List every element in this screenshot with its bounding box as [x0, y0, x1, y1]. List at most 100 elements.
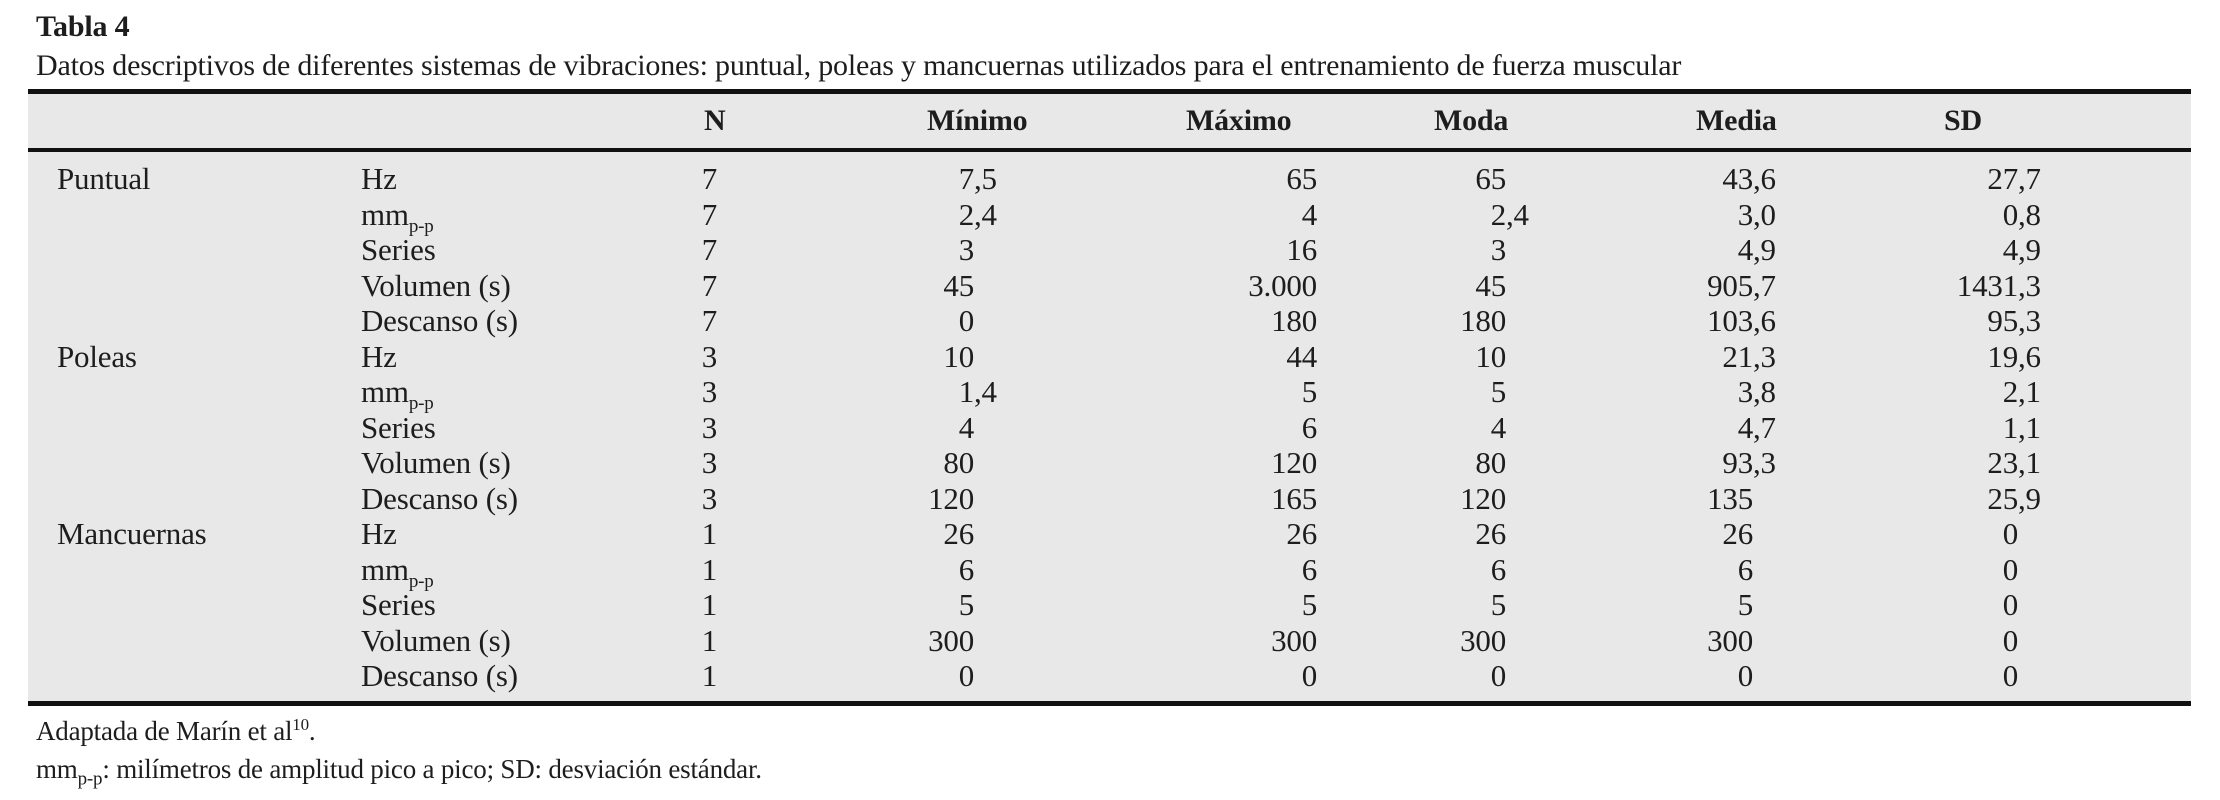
- cell-minimo: 3: [744, 232, 1001, 268]
- row-spacer: [2045, 410, 2191, 446]
- cell-int: 45: [1475, 267, 1506, 303]
- cell-frac: ,1: [2018, 374, 2041, 409]
- cell-int: 0: [2002, 551, 2019, 587]
- cell-frac: ,6: [1753, 161, 1776, 196]
- cell-int: 26: [1286, 516, 1317, 551]
- param-label: Series: [361, 409, 436, 445]
- cell-int: 5: [1490, 587, 1507, 622]
- cell-frac: [1506, 374, 1533, 410]
- cell-media: 135: [1533, 481, 1780, 517]
- cell-int: 43: [1722, 161, 1753, 196]
- cell-frac: ,9: [1753, 232, 1776, 267]
- cell-frac: [1506, 303, 1533, 339]
- cell-int: 300: [928, 622, 974, 658]
- cell-minimo: 26: [744, 516, 1001, 552]
- cell-int: 4: [1737, 232, 1754, 267]
- cell-maximo: 0: [1001, 658, 1344, 694]
- cell-frac: ,7: [1753, 409, 1776, 445]
- cell-frac: [1506, 410, 1533, 446]
- cell-maximo: 16: [1001, 232, 1344, 268]
- row-spacer: [2045, 552, 2191, 588]
- cell-frac: [1317, 410, 1344, 446]
- column-header-minimo: Mínimo: [927, 104, 1028, 137]
- footnote-source-text: Adaptada de Marín et al: [36, 716, 293, 746]
- cell-moda: 120: [1344, 481, 1533, 517]
- cell-sd: 1,1: [1780, 410, 2045, 446]
- cell-frac: [1506, 161, 1533, 197]
- cell-frac: [1753, 623, 1780, 659]
- cell-n: 1: [690, 516, 744, 552]
- group-label: [28, 303, 355, 339]
- cell-int: 103: [1707, 303, 1753, 338]
- cell-int: 0: [958, 303, 975, 338]
- cell-int: 0: [1490, 658, 1507, 693]
- cell-minimo: 2,4: [744, 197, 1001, 233]
- cell-int: 93: [1722, 445, 1753, 480]
- cell-maximo: 165: [1001, 481, 1344, 517]
- cell-frac: [1506, 623, 1533, 659]
- cell-int: 7: [701, 303, 718, 338]
- cell-moda: 5: [1344, 587, 1533, 623]
- group-label: [28, 197, 355, 233]
- cell-int: 0: [2002, 622, 2019, 658]
- cell-int: 1: [701, 587, 718, 622]
- cell-int: 180: [1460, 303, 1506, 338]
- cell-frac: [1317, 197, 1344, 233]
- group-label: [28, 658, 355, 694]
- cell-int: 26: [1475, 516, 1506, 551]
- cell-int: 5: [958, 587, 975, 622]
- cell-sd: 0: [1780, 623, 2045, 659]
- cell-frac: [1506, 481, 1533, 517]
- cell-int: 1: [701, 551, 718, 587]
- cell-n: 1: [690, 658, 744, 694]
- cell-moda: 10: [1344, 339, 1533, 375]
- cell-frac: [717, 232, 744, 268]
- cell-frac: [1506, 339, 1533, 375]
- cell-sd: 1431,3: [1780, 268, 2045, 304]
- cell-frac: [2018, 623, 2045, 659]
- cell-frac: ,6: [1753, 303, 1776, 338]
- cell-frac: ,7: [1753, 267, 1776, 303]
- cell-frac: [1753, 587, 1780, 623]
- cell-int: 5: [1301, 374, 1318, 409]
- cell-frac: [1317, 658, 1344, 694]
- cell-frac: [717, 410, 744, 446]
- param-label: Volumen (s): [361, 622, 511, 658]
- group-label: Poleas: [57, 338, 137, 374]
- group-label: [28, 232, 355, 268]
- cell-frac: [974, 445, 1001, 481]
- cell-frac: [2018, 516, 2045, 552]
- cell-frac: [1506, 445, 1533, 481]
- group-label: [28, 623, 355, 659]
- cell-frac: ,3: [2018, 303, 2041, 338]
- cell-maximo: 6: [1001, 552, 1344, 588]
- group-label: [28, 410, 355, 446]
- cell-frac: [2018, 587, 2045, 623]
- cell-frac: [974, 552, 1001, 588]
- table-label: Tabla 4: [36, 10, 130, 43]
- cell-frac: [717, 339, 744, 375]
- column-header-moda: Moda: [1434, 104, 1509, 137]
- cell-n: 7: [690, 268, 744, 304]
- row-spacer: [2045, 623, 2191, 659]
- cell-frac: [1317, 445, 1344, 481]
- cell-media: 93,3: [1533, 445, 1780, 481]
- cell-maximo: 120: [1001, 445, 1344, 481]
- cell-frac: [717, 268, 744, 304]
- cell-int: 23: [1987, 445, 2018, 480]
- cell-int: 300: [1460, 622, 1506, 658]
- cell-frac: ,4: [1506, 196, 1529, 232]
- cell-int: 7: [701, 232, 718, 267]
- footnote-source-period: .: [308, 716, 316, 746]
- param-label: Hz: [361, 338, 397, 374]
- cell-maximo: 5: [1001, 374, 1344, 410]
- cell-frac: [2018, 658, 2045, 694]
- cell-n: 7: [690, 232, 744, 268]
- cell-maximo: 26: [1001, 516, 1344, 552]
- cell-maximo: 5: [1001, 587, 1344, 623]
- cell-frac: [1753, 552, 1780, 588]
- param-label: Descanso (s): [361, 303, 518, 338]
- cell-int: 3: [701, 445, 718, 480]
- cell-int: 7: [701, 267, 718, 303]
- cell-int: 3.000: [1248, 267, 1317, 303]
